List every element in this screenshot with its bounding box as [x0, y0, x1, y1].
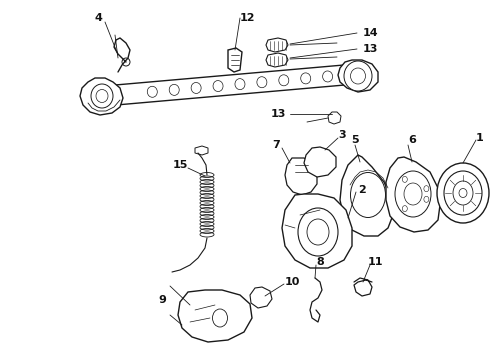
FancyBboxPatch shape: [98, 64, 361, 106]
Ellipse shape: [395, 171, 431, 217]
Polygon shape: [386, 157, 440, 232]
Ellipse shape: [402, 206, 407, 212]
Ellipse shape: [96, 90, 108, 103]
Polygon shape: [338, 60, 378, 92]
Ellipse shape: [437, 163, 489, 223]
Ellipse shape: [424, 186, 429, 192]
Text: 10: 10: [284, 277, 300, 287]
Text: 15: 15: [172, 160, 188, 170]
Text: 5: 5: [351, 135, 359, 145]
Polygon shape: [340, 155, 393, 236]
Ellipse shape: [257, 77, 267, 88]
Ellipse shape: [402, 176, 407, 183]
Ellipse shape: [424, 196, 429, 202]
Ellipse shape: [91, 84, 113, 108]
Polygon shape: [266, 38, 288, 52]
Text: 2: 2: [358, 185, 366, 195]
Ellipse shape: [147, 86, 157, 97]
Ellipse shape: [444, 171, 482, 215]
Polygon shape: [178, 290, 252, 342]
Text: 7: 7: [272, 140, 280, 150]
Ellipse shape: [235, 78, 245, 90]
Ellipse shape: [191, 82, 201, 94]
Text: 12: 12: [239, 13, 255, 23]
Ellipse shape: [298, 208, 338, 256]
Text: 1: 1: [476, 133, 484, 143]
Ellipse shape: [307, 219, 329, 245]
Ellipse shape: [213, 81, 223, 91]
Ellipse shape: [122, 58, 130, 66]
Polygon shape: [228, 48, 242, 72]
Ellipse shape: [301, 73, 311, 84]
Ellipse shape: [169, 84, 179, 95]
Text: 11: 11: [367, 257, 383, 267]
Polygon shape: [80, 78, 123, 115]
Polygon shape: [250, 287, 272, 308]
Text: 13: 13: [270, 109, 286, 119]
Text: 8: 8: [316, 257, 324, 267]
Polygon shape: [195, 146, 208, 155]
Ellipse shape: [213, 309, 227, 327]
Polygon shape: [282, 194, 352, 268]
Ellipse shape: [350, 172, 386, 217]
Ellipse shape: [279, 75, 289, 86]
Text: 4: 4: [94, 13, 102, 23]
Ellipse shape: [459, 189, 467, 198]
Ellipse shape: [344, 61, 372, 91]
Ellipse shape: [350, 68, 366, 84]
Polygon shape: [304, 147, 336, 177]
Text: 6: 6: [408, 135, 416, 145]
Polygon shape: [285, 158, 317, 195]
Text: 13: 13: [362, 44, 378, 54]
Polygon shape: [266, 53, 288, 67]
Text: 9: 9: [158, 295, 166, 305]
Ellipse shape: [322, 71, 333, 82]
Ellipse shape: [453, 181, 473, 205]
Ellipse shape: [404, 183, 422, 205]
Text: 14: 14: [362, 28, 378, 38]
Text: 3: 3: [338, 130, 346, 140]
Polygon shape: [328, 112, 341, 124]
